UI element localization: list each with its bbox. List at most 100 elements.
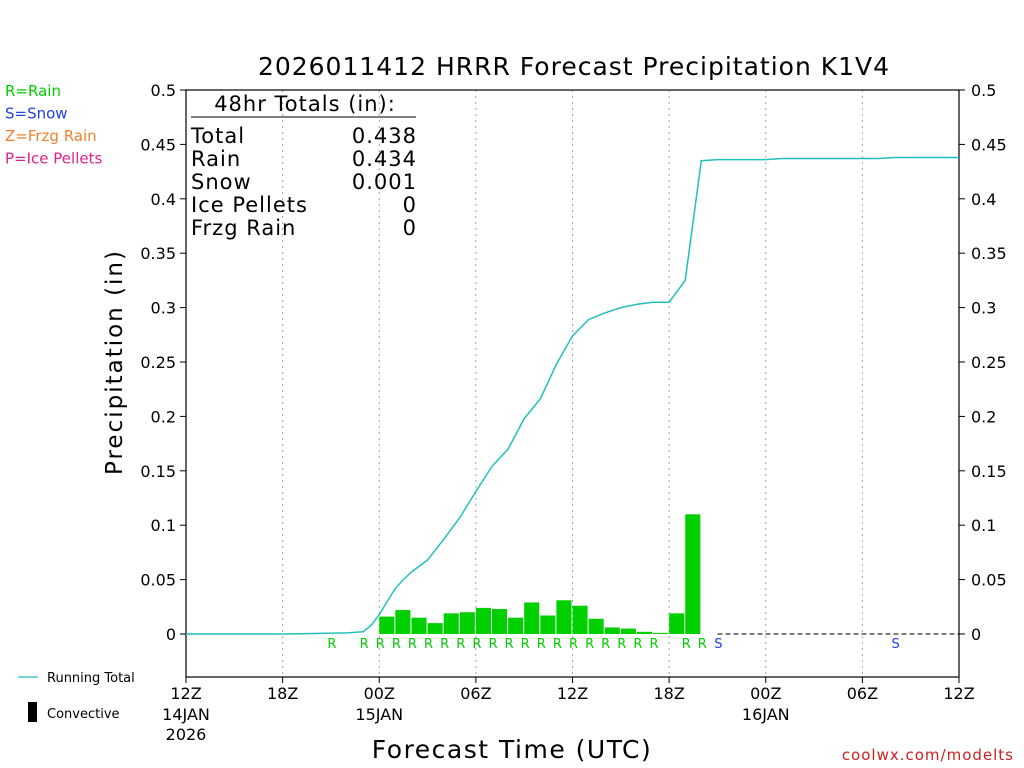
y-tick-label-left: 0.1	[151, 516, 176, 535]
ptype-marker: R	[698, 637, 707, 652]
totals-header: 48hr Totals (in):	[214, 92, 396, 116]
precip-bar	[685, 514, 701, 634]
ptype-marker: S	[714, 637, 722, 652]
precip-bar	[475, 607, 491, 634]
y-tick-label-right: 0.45	[971, 135, 1007, 154]
ptype-legend-item: Z=Frzg Rain	[5, 127, 97, 145]
totals-row-label: Snow	[191, 170, 252, 194]
precip-bar	[508, 617, 524, 634]
convective-legend-swatch	[28, 702, 37, 722]
totals-row-label: Total	[190, 124, 245, 148]
y-tick-label-left: 0	[166, 625, 176, 644]
chart-title: 2026011412 HRRR Forecast Precipitation K…	[258, 52, 890, 81]
ptype-legend-item: S=Snow	[5, 105, 68, 123]
precip-bar	[556, 600, 572, 634]
precip-bar	[443, 613, 459, 634]
ptype-marker: R	[649, 637, 658, 652]
x-tick-year: 2026	[166, 725, 207, 744]
ptype-marker: R	[633, 637, 642, 652]
y-axis-label: Precipitation (in)	[102, 249, 128, 475]
x-tick-date: 15JAN	[355, 705, 403, 724]
precip-bar	[459, 612, 475, 634]
convective-legend-label: Convective	[47, 707, 120, 722]
ptype-marker: R	[472, 637, 481, 652]
ptype-legend-item: P=Ice Pellets	[5, 150, 102, 168]
x-tick-label: 18Z	[653, 684, 684, 703]
ptype-marker: R	[617, 637, 626, 652]
y-tick-label-left: 0.25	[140, 353, 176, 372]
credit-text: coolwx.com/modelts	[842, 746, 1014, 764]
x-tick-label: 12Z	[170, 684, 201, 703]
grid-lines	[282, 90, 863, 677]
precip-bar	[427, 623, 443, 634]
ptype-marker: R	[682, 637, 691, 652]
ptype-marker: R	[360, 637, 369, 652]
y-tick-label-left: 0.4	[151, 190, 176, 209]
y-tick-label-right: 0.05	[971, 571, 1007, 590]
x-tick-label: 06Z	[460, 684, 491, 703]
ptype-marker: R	[392, 637, 401, 652]
y-tick-label-right: 0.1	[971, 516, 996, 535]
y-tick-label-left: 0.5	[151, 81, 176, 100]
precip-bar	[572, 605, 588, 634]
bottom-legend: Running Total Convective	[18, 671, 135, 722]
ptype-marker: R	[537, 637, 546, 652]
y-tick-label-left: 0.05	[140, 571, 176, 590]
precip-bar	[620, 628, 636, 634]
totals-row-value: 0.001	[352, 170, 417, 194]
y-tick-label-right: 0.15	[971, 462, 1007, 481]
totals-row-value: 0	[403, 193, 417, 217]
ptype-marker: R	[488, 637, 497, 652]
x-tick-label: 00Z	[364, 684, 395, 703]
totals-row-value: 0.438	[352, 124, 417, 148]
hourly-bars	[379, 514, 701, 634]
ptype-marker: R	[327, 637, 336, 652]
precip-bar	[604, 627, 620, 634]
ptype-marker: R	[521, 637, 530, 652]
y-tick-label-left: 0.3	[151, 299, 176, 318]
y-tick-label-right: 0.35	[971, 244, 1007, 263]
y-tick-label-right: 0.25	[971, 353, 1007, 372]
x-tick-label: 12Z	[557, 684, 588, 703]
ptype-marker: R	[424, 637, 433, 652]
precip-bar	[540, 615, 556, 634]
precip-bar	[395, 610, 411, 634]
totals-row-label: Frzg Rain	[191, 216, 296, 240]
totals-row-label: Ice Pellets	[191, 193, 308, 217]
ptype-marker: S	[891, 637, 899, 652]
y-tick-label-left: 0.35	[140, 244, 176, 263]
x-tick-label: 00Z	[750, 684, 781, 703]
ptype-legend: R=Rain S=Snow Z=Frzg Rain P=Ice Pellets	[5, 82, 102, 168]
y-tick-label-right: 0.3	[971, 299, 996, 318]
ptype-marker: R	[408, 637, 417, 652]
x-axis-label: Forecast Time (UTC)	[372, 735, 652, 764]
ptype-marker: R	[553, 637, 562, 652]
running-total-legend-label: Running Total	[47, 671, 135, 686]
running-total-line	[186, 156, 959, 635]
x-tick-label: 18Z	[267, 684, 298, 703]
y-tick-label-left: 0.2	[151, 407, 176, 426]
ptype-marker: R	[601, 637, 610, 652]
y-axis-ticks: 0 00.05 0.050.1 0.10.15 0.150.2 0.20.25 0.250.…	[140, 81, 1006, 644]
totals-row-value: 0.434	[352, 147, 417, 171]
precip-bar	[379, 616, 395, 634]
y-tick-label-right: 0	[971, 625, 981, 644]
totals-row-label: Rain	[191, 147, 241, 171]
x-tick-label: 06Z	[847, 684, 878, 703]
y-tick-label-left: 0.15	[140, 462, 176, 481]
ptype-marker: R	[505, 637, 514, 652]
y-tick-label-left: 0.45	[140, 135, 176, 154]
totals-box: 48hr Totals (in): Total 0.438 Rain 0.434 Sno…	[190, 92, 417, 240]
x-tick-label: 12Z	[943, 684, 974, 703]
precip-bar	[653, 632, 669, 634]
precip-bar	[491, 608, 508, 634]
x-tick-date: 14JAN	[162, 705, 210, 724]
precip-bar	[411, 617, 427, 634]
ptype-marker: R	[456, 637, 465, 652]
ptype-marker: R	[376, 637, 385, 652]
x-tick-date: 16JAN	[742, 705, 790, 724]
precip-bar	[524, 602, 540, 634]
